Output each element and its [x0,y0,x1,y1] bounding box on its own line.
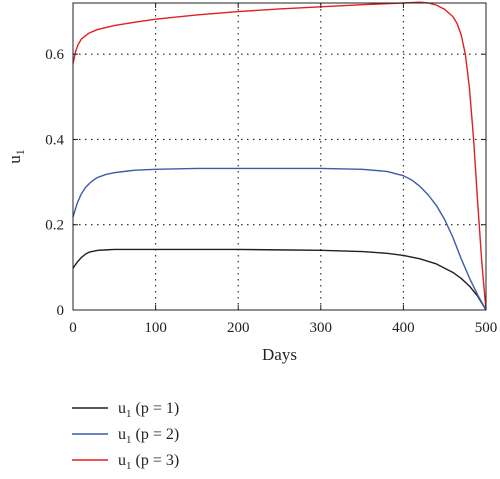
x-tick-label: 0 [69,320,77,336]
series-line-1 [72,248,487,311]
y-axis-label-subscript: 1 [13,149,27,155]
grid [73,3,486,310]
x-tick-label: 400 [392,320,415,336]
y-tick-label: 0.4 [45,132,64,148]
legend-label: u1 (p = 2) [118,426,179,446]
legend-label: u1 (p = 3) [118,452,179,472]
legend-item-3: u1 (p = 3) [72,452,179,472]
legend: u1 (p = 1) u1 (p = 2) u1 (p = 3) [72,400,179,472]
legend-item-2: u1 (p = 2) [72,426,179,446]
x-tick-label: 500 [475,320,498,336]
x-tick-label: 200 [227,320,250,336]
y-axis-label-base: u [5,155,24,164]
series-line-3 [72,1,487,311]
y-tick-label: 0.2 [45,218,64,234]
legend-item-1: u1 (p = 1) [72,400,179,420]
x-axis-label: Days [262,345,297,364]
x-tick-label: 300 [310,320,333,336]
y-tick-label: 0 [57,303,65,319]
series-layer [72,1,487,311]
ticks: 0 100 200 300 400 500 0 0.2 0.4 0.6 [45,3,497,336]
legend-label: u1 (p = 1) [118,400,179,420]
plot-frame [72,2,487,311]
y-axis-label: u1 [5,149,27,164]
y-tick-label: 0.6 [45,47,64,63]
x-tick-label: 100 [144,320,167,336]
series-line-2 [72,167,487,311]
